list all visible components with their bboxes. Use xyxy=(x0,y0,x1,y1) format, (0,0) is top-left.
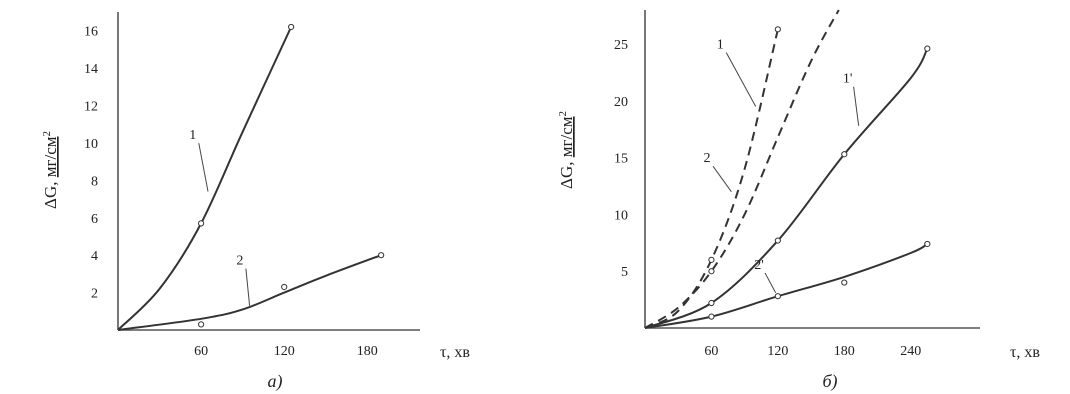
chart-b-y-tick-label: 25 xyxy=(614,38,628,53)
chart-a-data-point xyxy=(378,252,385,259)
chart-b-data-point xyxy=(708,299,715,307)
chart-a-series-leader-line xyxy=(198,143,209,192)
chart-b-x-axis-label: τ, хв xyxy=(1010,344,1040,361)
chart-a-y-tick-label: 14 xyxy=(84,62,98,77)
chart-a-y-tick-label: 6 xyxy=(91,212,98,227)
chart-b-y-tick-label: 10 xyxy=(614,208,628,223)
chart-b-caption: б) xyxy=(822,371,837,392)
chart-b-series-line xyxy=(644,243,928,329)
chart-a-caption: а) xyxy=(268,371,283,392)
chart-a-series-line xyxy=(117,26,293,331)
chart-b-data-point xyxy=(708,268,715,275)
chart-a-y-tick-label: 16 xyxy=(84,25,98,40)
chart-a-x-tick-label: 120 xyxy=(274,344,295,359)
chart-b-series-label: 2 xyxy=(704,151,711,166)
chart-b-series-line xyxy=(644,29,779,329)
chart-a-x-tick-label: 60 xyxy=(194,344,208,359)
chart-b-data-point xyxy=(708,256,715,263)
chart-b-data-point xyxy=(841,151,848,158)
chart-b-series-line xyxy=(644,9,840,329)
chart-b-y-tick-label: 20 xyxy=(614,95,628,110)
chart-b-data-point xyxy=(774,237,781,244)
chart-b-y-axis-label: ΔG, мг/см2 xyxy=(557,111,576,189)
chart-a-series-line xyxy=(117,254,382,331)
chart-a-x-tick-label: 180 xyxy=(357,344,378,359)
chart-b-x-tick-label: 240 xyxy=(900,344,921,359)
chart-a-y-tick-label: 10 xyxy=(84,137,98,152)
chart-b-series-leader-line xyxy=(853,86,860,126)
chart-b-series-label: 2' xyxy=(754,258,764,273)
chart-b-series-line xyxy=(644,48,929,329)
chart-a-data-point xyxy=(198,220,205,227)
chart-a-y-tick-label: 2 xyxy=(91,287,98,302)
chart-a-series-label: 2 xyxy=(236,254,243,269)
chart-b-data-point xyxy=(774,293,781,300)
chart-a-x-axis-label: τ, хв xyxy=(440,344,470,361)
chart-b-data-point xyxy=(924,45,931,52)
chart-b-data-point xyxy=(774,26,781,33)
chart-b-x-tick-label: 60 xyxy=(704,344,718,359)
chart-a-y-tick-label: 4 xyxy=(91,249,98,264)
chart-a-data-point xyxy=(198,321,205,328)
chart-b-series-leader-line xyxy=(725,52,757,107)
chart-a-y-tick-label: 8 xyxy=(91,174,98,189)
chart-b-x-tick-label: 180 xyxy=(834,344,855,359)
chart-a-y-axis-label: ΔG, мг/см2 xyxy=(41,131,60,209)
chart-a-y-tick-label: 12 xyxy=(84,100,98,115)
chart-a-series-label: 1 xyxy=(189,128,196,143)
chart-b-series-leader-line xyxy=(764,272,777,294)
chart-a-data-point xyxy=(288,23,295,31)
chart-b-series-label: 1' xyxy=(843,72,853,87)
chart-b-series-label: 1 xyxy=(717,38,724,53)
chart-b-y-tick-label: 5 xyxy=(621,265,628,280)
chart-b-data-point xyxy=(708,313,715,320)
chart-b-x-tick-label: 120 xyxy=(767,344,788,359)
chart-b-y-tick-label: 15 xyxy=(614,152,628,167)
chart-a-series-leader-line xyxy=(245,268,251,306)
chart-a-data-point xyxy=(281,283,288,291)
chart-b-series-leader-line xyxy=(712,165,732,193)
chart-b-data-point xyxy=(841,279,848,286)
chart-b-data-point xyxy=(924,240,931,248)
